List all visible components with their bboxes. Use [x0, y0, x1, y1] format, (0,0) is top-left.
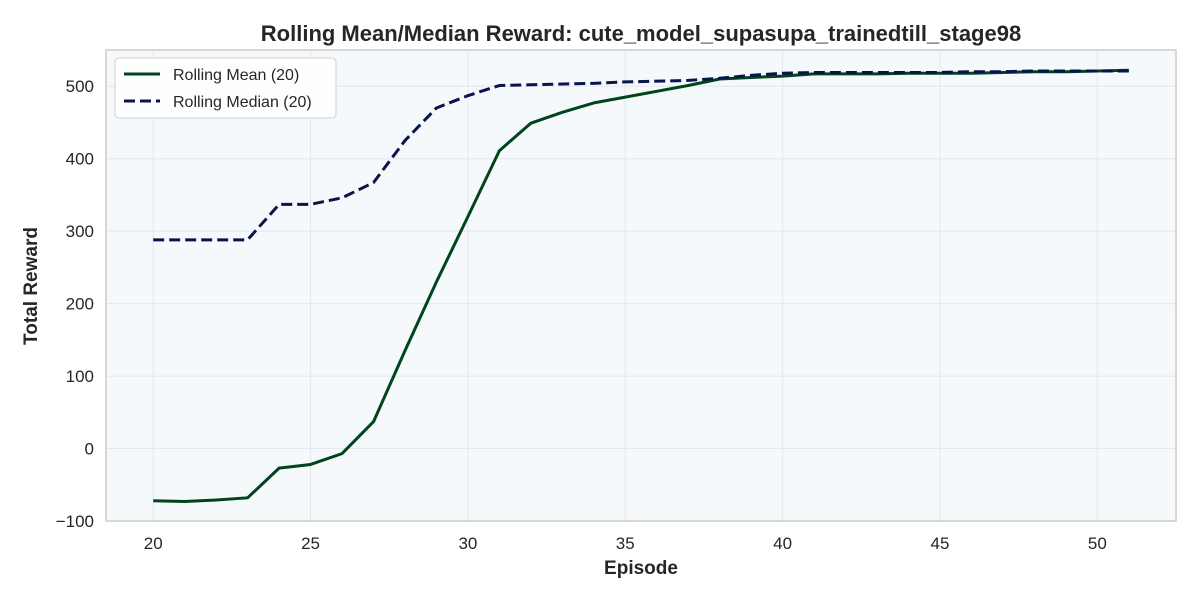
x-tick-label: 20: [144, 534, 163, 553]
x-tick-label: 35: [616, 534, 635, 553]
legend: Rolling Mean (20) Rolling Median (20): [114, 57, 337, 119]
x-tick-label: 30: [458, 534, 477, 553]
y-tick-label: 100: [66, 367, 94, 386]
x-tick-label: 25: [301, 534, 320, 553]
series-line-rolling-median: [153, 69, 1129, 242]
y-tick-label: 500: [66, 77, 94, 96]
x-tick-label: 40: [773, 534, 792, 553]
chart-title: Rolling Mean/Median Reward: cute_model_s…: [261, 21, 1021, 46]
axis-ticks: 20 25 30 35 40 45 50 −100 0 100 200 300 400 500: [56, 77, 1107, 553]
plot-area: [106, 50, 1176, 521]
y-tick-label: 0: [85, 440, 94, 459]
y-tick-label: 300: [66, 222, 94, 241]
y-tick-label: 200: [66, 295, 94, 314]
y-tick-label: −100: [56, 512, 94, 531]
x-axis-label: Episode: [604, 558, 678, 579]
series-lines: [153, 68, 1129, 503]
y-axis-label: Total Reward: [21, 227, 42, 345]
legend-box: [114, 57, 337, 119]
x-tick-label: 45: [931, 534, 950, 553]
x-tick-label: 50: [1088, 534, 1107, 553]
y-tick-label: 400: [66, 150, 94, 169]
grid: [106, 50, 1176, 522]
plot-border: [105, 49, 1177, 522]
legend-label-rolling-mean: Rolling Mean (20): [173, 67, 299, 84]
legend-label-rolling-median: Rolling Median (20): [173, 94, 312, 111]
